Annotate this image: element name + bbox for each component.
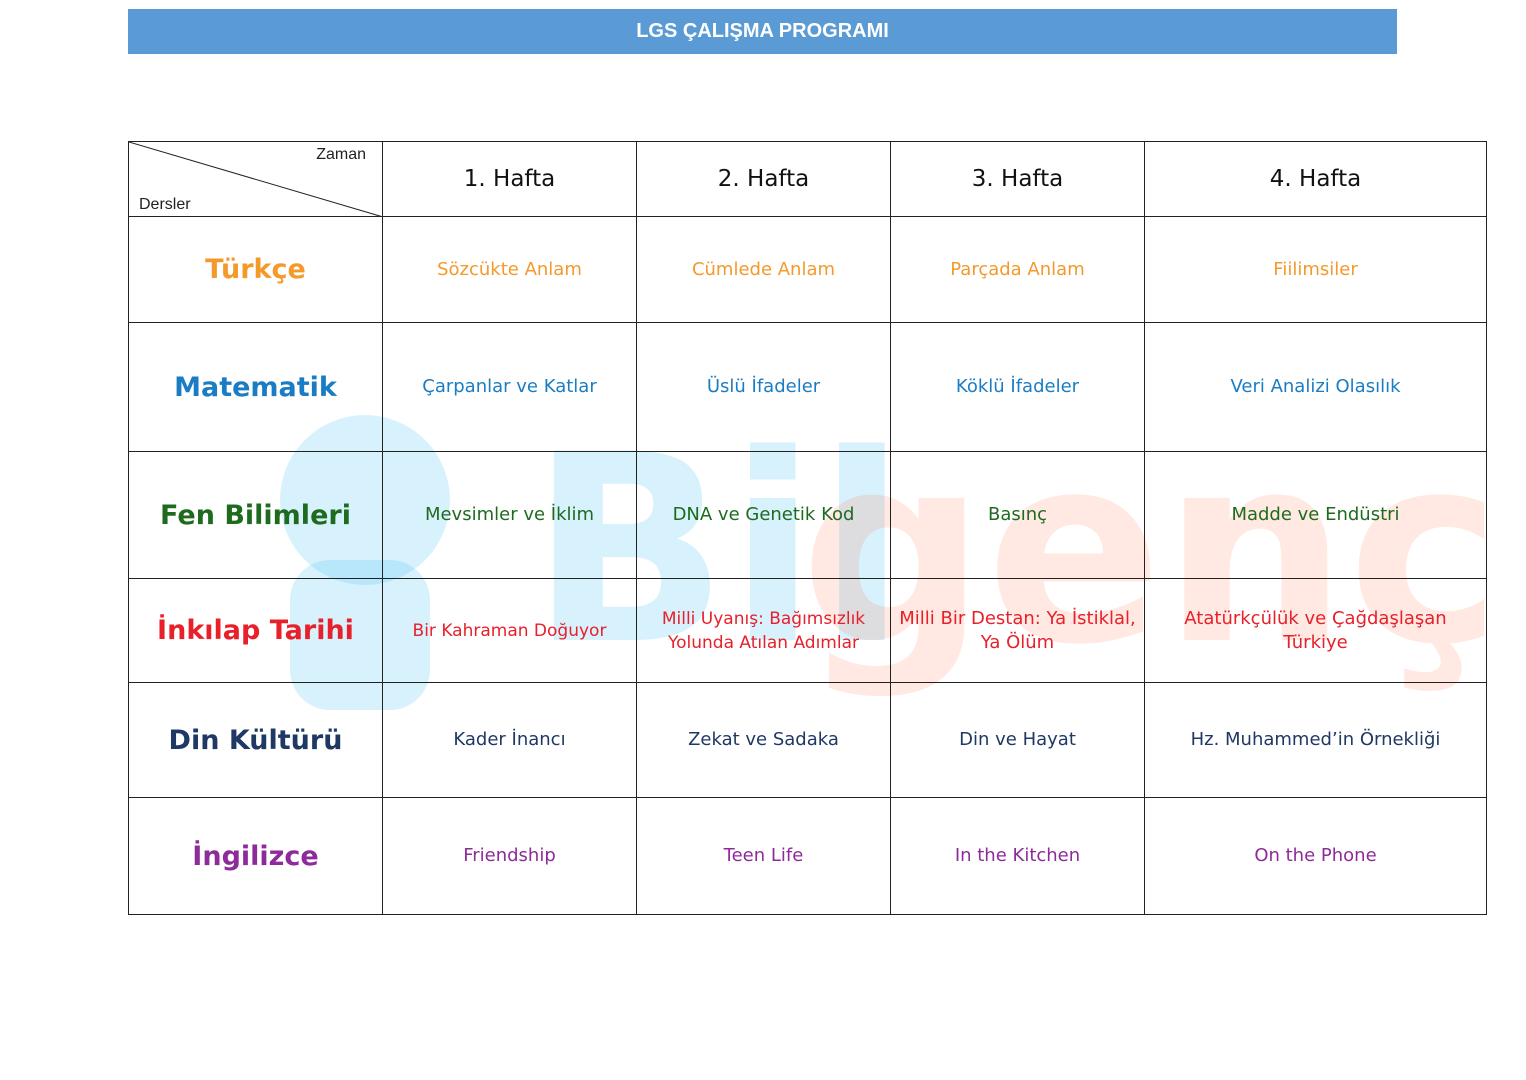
table-row-matematik: Matematik Çarpanlar ve Katlar Üslü İfade…: [128, 322, 1487, 452]
topic-cell: Hz. Muhammed’in Örnekliği: [1144, 682, 1487, 798]
corner-cell: Zaman Dersler: [128, 141, 383, 217]
topic-cell: In the Kitchen: [890, 797, 1145, 915]
subject-label: Din Kültürü: [128, 682, 383, 798]
diagonal-divider: [129, 142, 383, 217]
topic-cell: Köklü İfadeler: [890, 322, 1145, 452]
study-schedule-table: Zaman Dersler 1. Hafta 2. Hafta 3. Hafta…: [128, 141, 1487, 915]
corner-top-label: Zaman: [316, 146, 366, 163]
topic-cell: Bir Kahraman Doğuyor: [382, 578, 637, 683]
subject-label: Matematik: [128, 322, 383, 452]
topic-cell: Zekat ve Sadaka: [636, 682, 891, 798]
topic-cell: Atatürkçülük ve Çağdaşlaşan Türkiye: [1144, 578, 1487, 683]
week-header: 2. Hafta: [636, 141, 891, 217]
corner-bottom-label: Dersler: [139, 196, 191, 213]
subject-label: Fen Bilimleri: [128, 451, 383, 579]
topic-cell: Parçada Anlam: [890, 216, 1145, 323]
table-row-din: Din Kültürü Kader İnancı Zekat ve Sadaka…: [128, 682, 1487, 798]
subject-label: İnkılap Tarihi: [128, 578, 383, 683]
topic-cell: Din ve Hayat: [890, 682, 1145, 798]
topic-cell: Friendship: [382, 797, 637, 915]
topic-cell: Veri Analizi Olasılık: [1144, 322, 1487, 452]
topic-cell: Basınç: [890, 451, 1145, 579]
topic-cell: Çarpanlar ve Katlar: [382, 322, 637, 452]
subject-label: İngilizce: [128, 797, 383, 915]
week-header: 4. Hafta: [1144, 141, 1487, 217]
topic-cell: Üslü İfadeler: [636, 322, 891, 452]
topic-cell: Madde ve Endüstri: [1144, 451, 1487, 579]
topic-cell: Cümlede Anlam: [636, 216, 891, 323]
week-header: 1. Hafta: [382, 141, 637, 217]
subject-label: Türkçe: [128, 216, 383, 323]
topic-cell: Milli Uyanış: Bağımsızlık Yolunda Atılan…: [636, 578, 891, 683]
table-row-inkilap: İnkılap Tarihi Bir Kahraman Doğuyor Mill…: [128, 578, 1487, 683]
header-row: Zaman Dersler 1. Hafta 2. Hafta 3. Hafta…: [128, 141, 1487, 217]
topic-cell: DNA ve Genetik Kod: [636, 451, 891, 579]
table-row-fen: Fen Bilimleri Mevsimler ve İklim DNA ve …: [128, 451, 1487, 579]
table-row-turkce: Türkçe Sözcükte Anlam Cümlede Anlam Parç…: [128, 216, 1487, 323]
topic-cell: On the Phone: [1144, 797, 1487, 915]
topic-cell: Fiilimsiler: [1144, 216, 1487, 323]
topic-cell: Sözcükte Anlam: [382, 216, 637, 323]
topic-cell: Kader İnancı: [382, 682, 637, 798]
page-title: LGS ÇALIŞMA PROGRAMI: [128, 9, 1397, 54]
topic-cell: Mevsimler ve İklim: [382, 451, 637, 579]
topic-cell: Milli Bir Destan: Ya İstiklal, Ya Ölüm: [890, 578, 1145, 683]
topic-cell: Teen Life: [636, 797, 891, 915]
table-row-ingilizce: İngilizce Friendship Teen Life In the Ki…: [128, 797, 1487, 915]
week-header: 3. Hafta: [890, 141, 1145, 217]
